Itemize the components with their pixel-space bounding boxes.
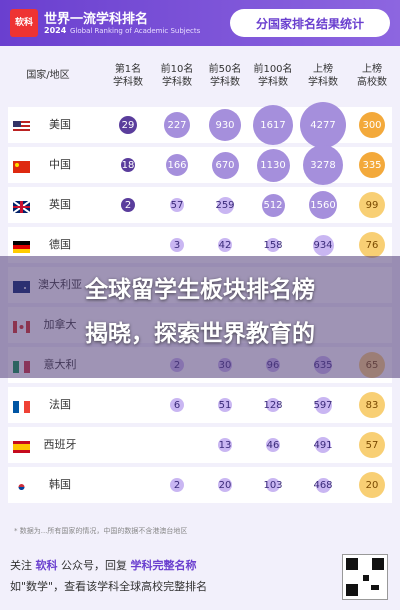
- country-name: 中国: [49, 158, 71, 171]
- value-bubble: 227: [164, 112, 190, 138]
- de-flag-icon: [13, 238, 30, 253]
- country-name: 韩国: [49, 478, 71, 491]
- value-bubble: 18: [121, 158, 135, 172]
- column-header: 前10名 学科数: [160, 64, 194, 88]
- value-bubble: 158: [263, 238, 283, 252]
- fr-flag-icon: [13, 398, 30, 413]
- kr-flag-icon: [13, 478, 30, 493]
- value-bubble: 128: [263, 398, 283, 412]
- country-name: 英国: [49, 198, 71, 211]
- value-bubble: 934: [312, 234, 334, 256]
- qr-code[interactable]: [342, 554, 388, 600]
- table-row: 韩国 2 20 103 468 20: [0, 465, 400, 505]
- cn-flag-icon: [13, 158, 30, 173]
- value-bubble: 83: [359, 392, 385, 418]
- value-bubble: 930: [209, 109, 241, 141]
- table-row: 西班牙 13 46 491 57: [0, 425, 400, 465]
- table-row: 法国 6 51 128 597 83: [0, 385, 400, 425]
- value-bubble: 13: [218, 438, 232, 452]
- table-row: 英国 2 57 259 512 1560 99: [0, 185, 400, 225]
- value-bubble: 166: [166, 154, 188, 176]
- value-bubble: 57: [170, 198, 184, 212]
- country-name: 美国: [49, 118, 71, 131]
- value-bubble: 42: [218, 238, 232, 252]
- headline-line-1: 全球留学生板块排名榜: [85, 277, 315, 303]
- value-bubble: 491: [313, 437, 333, 453]
- value-bubble: 300: [359, 112, 385, 138]
- es-flag-icon: [13, 438, 30, 453]
- value-bubble: 335: [359, 152, 385, 178]
- table-row: 中国 18 166 670 1130 3278 335: [0, 145, 400, 185]
- value-bubble: 57: [359, 432, 385, 458]
- value-bubble: 259: [215, 196, 235, 214]
- column-header: 国家/地区: [26, 70, 70, 81]
- value-bubble: 1560: [309, 191, 337, 219]
- table-row: 美国 29 227 930 1617 4277 300: [0, 102, 400, 148]
- value-bubble: 2: [170, 478, 184, 492]
- value-bubble: 597: [313, 396, 333, 414]
- value-bubble: 20: [359, 472, 385, 498]
- column-header: 前100名 学科数: [253, 64, 293, 88]
- country-name: 德国: [49, 238, 71, 251]
- value-bubble: 4277: [300, 102, 346, 148]
- value-bubble: 29: [119, 116, 137, 134]
- value-bubble: 99: [359, 192, 385, 218]
- header-year: 2024: [44, 26, 67, 35]
- value-bubble: 2: [121, 198, 135, 212]
- shanghai-ranking-logo: 软科: [10, 9, 38, 37]
- column-header: 上榜 高校数: [357, 64, 387, 88]
- country-name: 法国: [49, 398, 71, 411]
- column-header: 上榜 学科数: [308, 64, 338, 88]
- footer-line-2: 如"数学"，查看该学科全球高校完整排名: [10, 580, 208, 593]
- value-bubble: 1617: [253, 105, 293, 145]
- column-header: 前50名 学科数: [208, 64, 242, 88]
- value-bubble: 6: [170, 398, 184, 412]
- headline-line-2: 揭晓，探索世界教育的: [85, 321, 315, 347]
- section-badge: 分国家排名结果统计: [230, 9, 390, 37]
- value-bubble: 3278: [303, 145, 343, 185]
- value-bubble: 103: [263, 478, 283, 492]
- column-header: 第1名 学科数: [113, 64, 143, 88]
- country-name: 西班牙: [43, 438, 77, 451]
- footnote: * 数据为...所有国家的情况，中国的数据不含港澳台地区: [14, 527, 188, 535]
- header-title: 世界一流学科排名: [44, 12, 149, 27]
- value-bubble: 3: [170, 238, 184, 252]
- gb-flag-icon: [12, 198, 31, 214]
- footer-line-1: 关注 软科 公众号，回复 学科完整名称: [10, 559, 197, 572]
- value-bubble: 20: [218, 478, 232, 492]
- us-flag-icon: [13, 118, 30, 133]
- value-bubble: 46: [266, 438, 280, 452]
- value-bubble: 51: [218, 398, 232, 412]
- header-bar: 软科 世界一流学科排名 2024 Global Ranking of Acade…: [0, 0, 400, 46]
- header-subtitle: Global Ranking of Academic Subjects: [70, 27, 201, 35]
- value-bubble: 76: [359, 232, 385, 258]
- headline-overlay: 全球留学生板块排名榜 揭晓，探索世界教育的: [0, 256, 400, 378]
- value-bubble: 512: [261, 193, 285, 217]
- value-bubble: 670: [211, 151, 239, 179]
- value-bubble: 468: [313, 477, 333, 493]
- value-bubble: 1130: [256, 148, 290, 182]
